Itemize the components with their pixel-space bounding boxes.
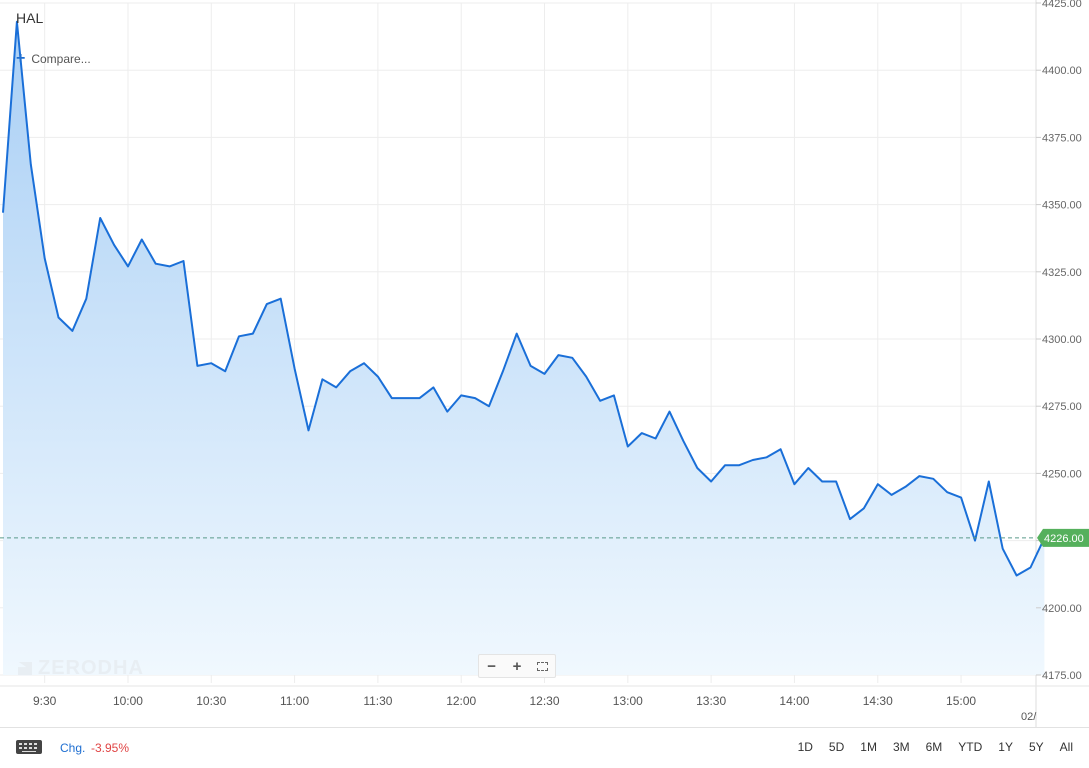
fullscreen-icon	[536, 661, 548, 671]
zoom-in-button[interactable]: +	[512, 657, 522, 675]
keyboard-icon[interactable]	[16, 740, 42, 754]
y-tick-label: 4375.00	[1042, 132, 1082, 144]
period-6m-button[interactable]: 6M	[925, 740, 943, 754]
price-chart[interactable]: 4425.00 4400.00 4375.00 4350.00 4325.00 4300.…	[0, 0, 1089, 727]
x-tick-label: 11:00	[280, 694, 309, 708]
period-1m-button[interactable]: 1M	[860, 740, 877, 754]
zoom-controls: − +	[478, 654, 556, 678]
x-tick-label: 14:00	[779, 694, 809, 708]
zerodha-logo-icon	[18, 661, 32, 676]
x-tick-label: 13:30	[696, 694, 726, 708]
y-tick-label: 4300.00	[1042, 334, 1082, 346]
x-tick-label: 12:00	[446, 694, 476, 708]
footer-bar: Chg. -3.95% 1D 5D 1M 3M 6M YTD 1Y 5Y All	[0, 727, 1089, 768]
price-area	[3, 21, 1045, 676]
fullscreen-button[interactable]	[532, 658, 552, 675]
next-day-label: 02/	[1021, 711, 1037, 723]
period-3m-button[interactable]: 3M	[892, 740, 910, 754]
y-tick-label: 4175.00	[1042, 670, 1082, 682]
symbol-title: HAL	[16, 10, 44, 26]
period-5d-button[interactable]: 5D	[828, 740, 845, 754]
x-tick-label: 9:30	[33, 694, 57, 708]
zoom-out-button[interactable]: −	[487, 657, 497, 675]
x-tick-label: 13:00	[613, 694, 643, 708]
period-selector: 1D 5D 1M 3M 6M YTD 1Y 5Y All	[790, 740, 1073, 754]
price-line	[2, 20, 1046, 577]
change-value: -3.95%	[91, 741, 130, 755]
y-tick-label: 4350.00	[1042, 200, 1082, 212]
compare-label: Compare...	[31, 52, 91, 66]
y-tick-label: 4250.00	[1042, 468, 1082, 480]
x-tick-label: 15:00	[946, 694, 976, 708]
change-label: Chg.	[60, 741, 86, 755]
watermark-text: ZERODHA	[38, 657, 144, 679]
compare-button[interactable]: + Compare...	[16, 50, 91, 67]
x-tick-label: 12:30	[529, 694, 559, 708]
y-tick-label: 4200.00	[1042, 603, 1082, 615]
period-1d-button[interactable]: 1D	[797, 740, 813, 754]
y-tick-label: 4425.00	[1042, 0, 1082, 10]
x-tick-label: 14:30	[863, 694, 893, 708]
x-tick-label: 11:30	[363, 694, 392, 708]
chart-area[interactable]: 4425.00 4400.00 4375.00 4350.00 4325.00 4300.…	[0, 0, 1089, 727]
plus-icon: +	[16, 50, 26, 67]
last-price-tag: 4226.00	[1037, 528, 1089, 547]
y-tick-label: 4275.00	[1042, 401, 1082, 413]
period-5y-button[interactable]: 5Y	[1028, 740, 1044, 754]
y-tick-label: 4400.00	[1042, 65, 1082, 77]
x-tick-label: 10:30	[196, 694, 226, 708]
period-1y-button[interactable]: 1Y	[998, 740, 1013, 754]
period-ytd-button[interactable]: YTD	[958, 740, 983, 754]
period-all-button[interactable]: All	[1059, 740, 1073, 754]
x-tick-label: 10:00	[113, 694, 143, 708]
y-tick-label: 4325.00	[1042, 267, 1082, 279]
watermark: ZERODHA	[18, 657, 144, 680]
last-price-label: 4226.00	[1044, 533, 1084, 545]
